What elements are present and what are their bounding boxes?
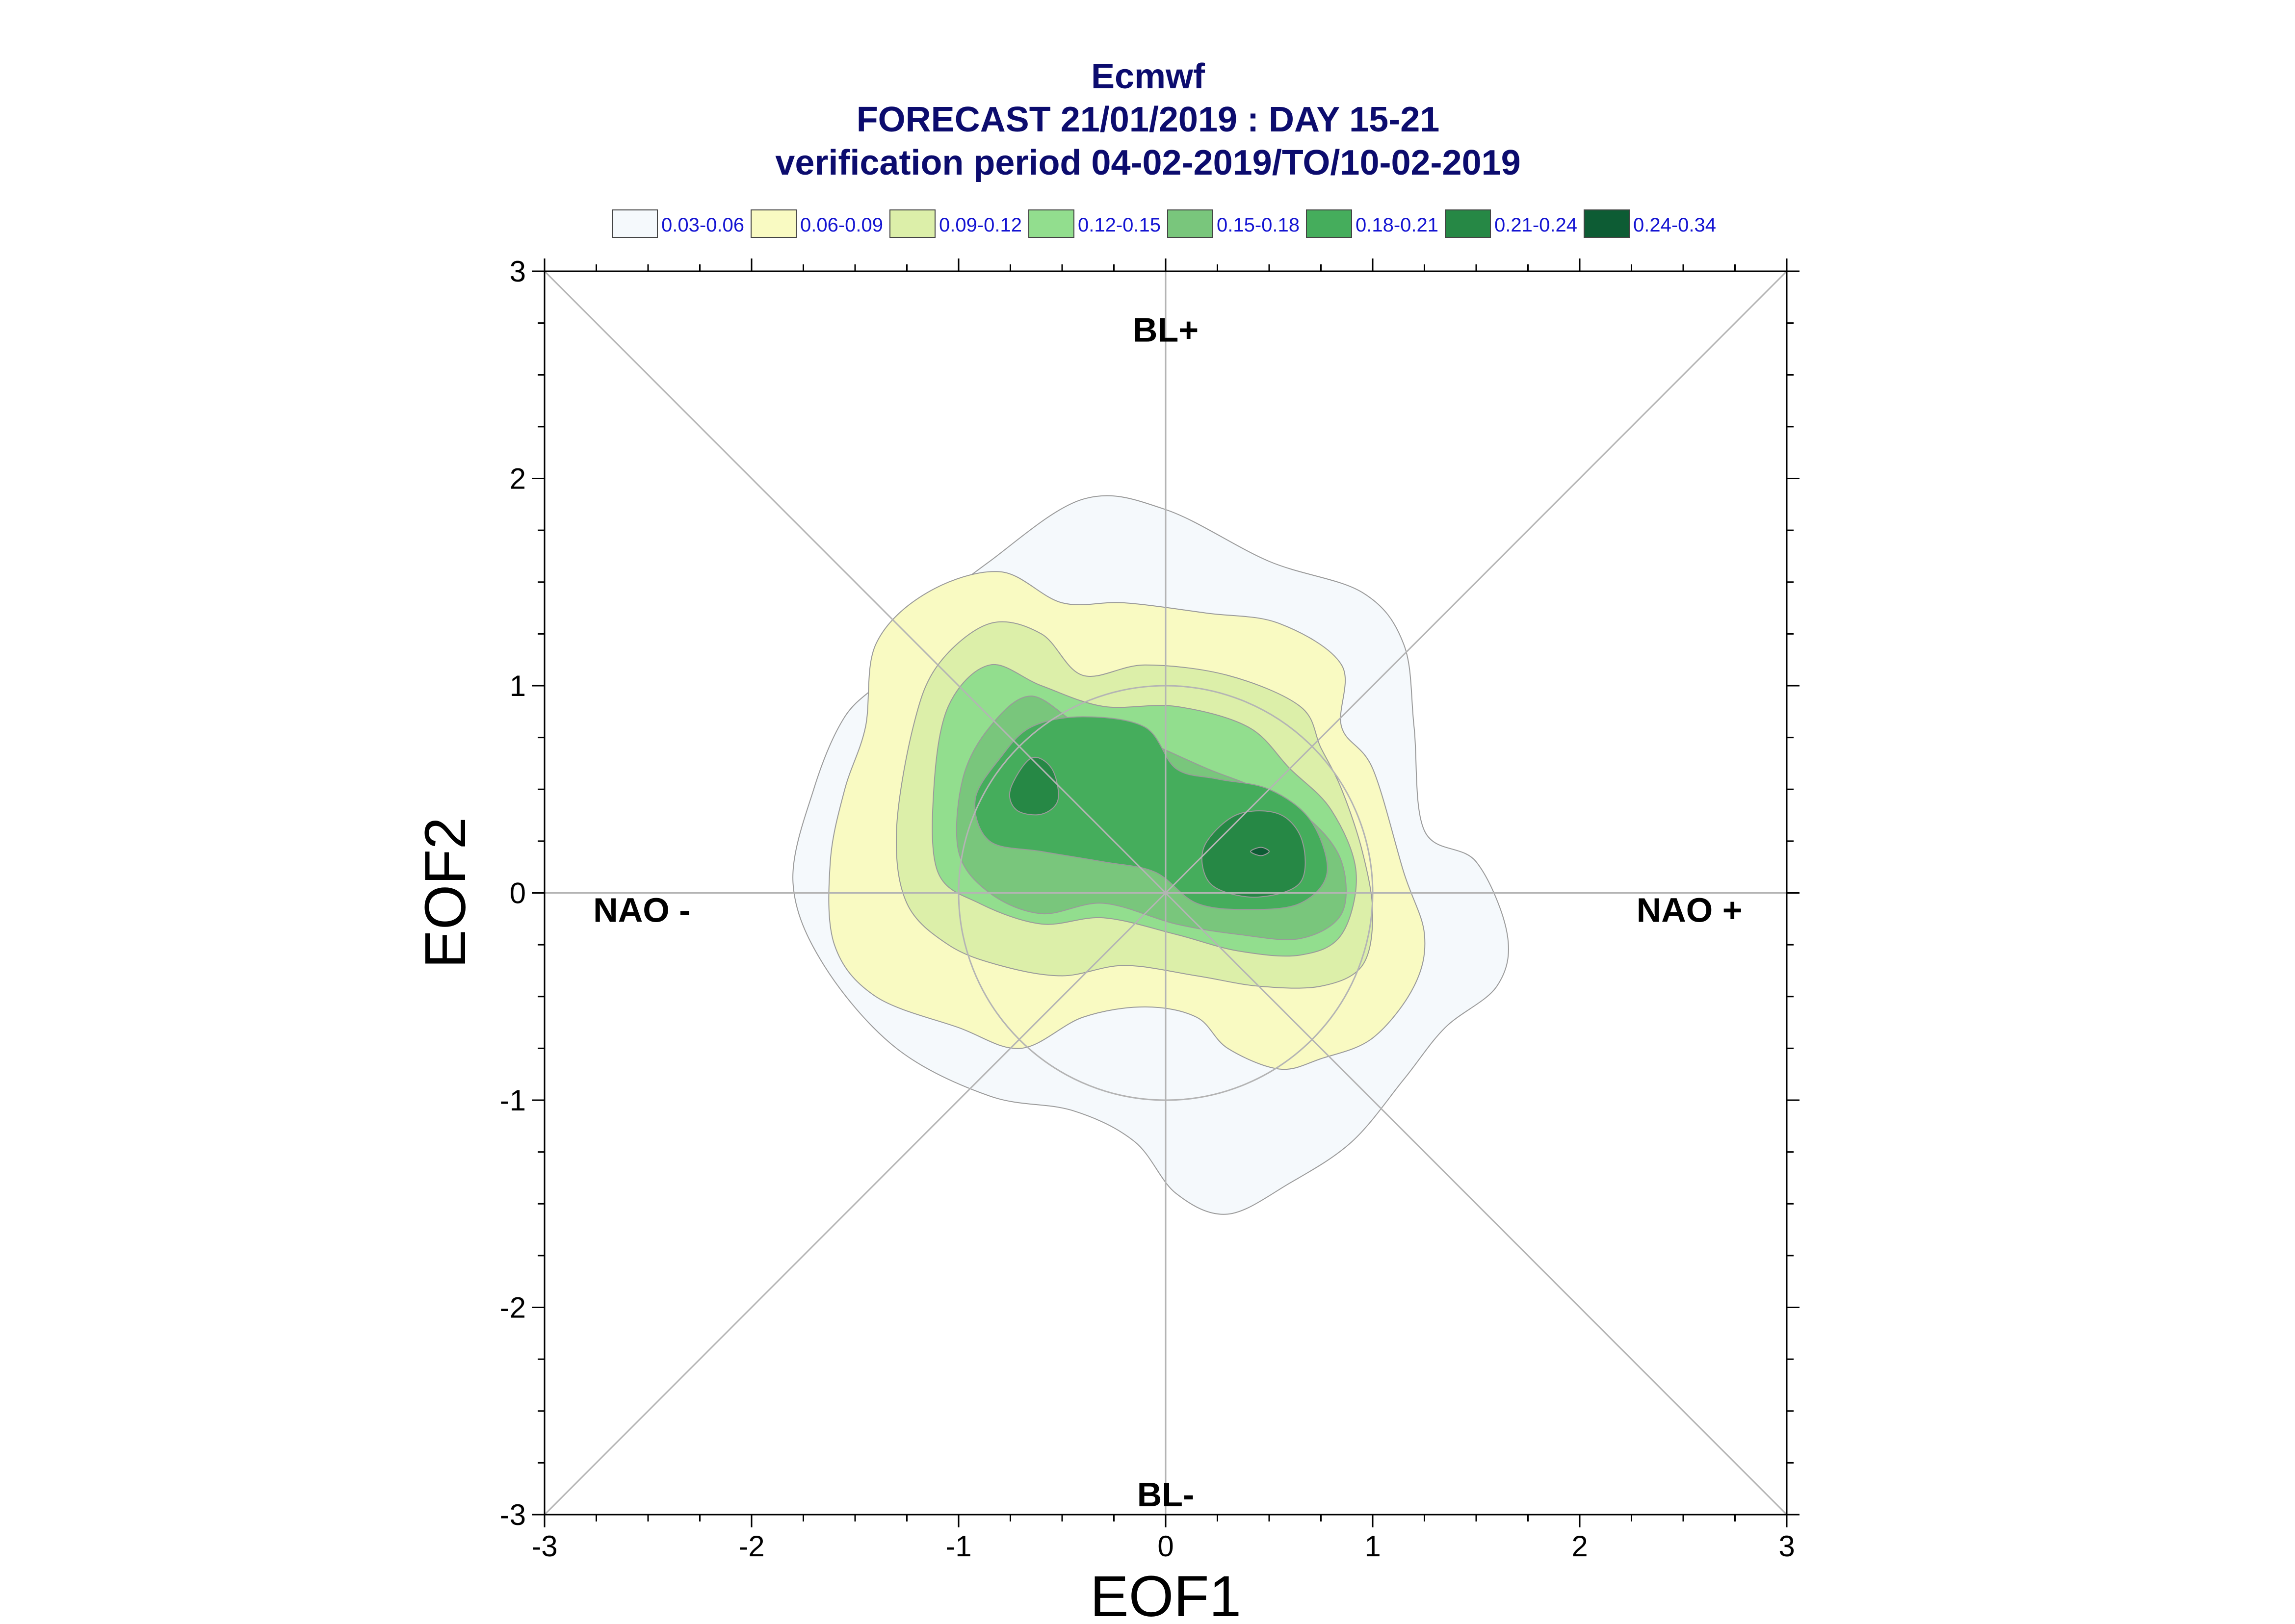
legend: 0.03-0.06 0.06-0.09 0.09-0.12 0.12-0.15 0.15…	[612, 209, 1716, 238]
legend-item: 0.15-0.18	[1167, 209, 1300, 238]
x-tick-label: 3	[1778, 1530, 1795, 1563]
region-label: BL-	[1137, 1475, 1195, 1514]
legend-label: 0.12-0.15	[1078, 214, 1161, 236]
legend-swatch	[1028, 209, 1074, 238]
region-label: NAO +	[1637, 891, 1743, 929]
legend-item: 0.12-0.15	[1028, 209, 1161, 238]
density-contour	[1250, 847, 1270, 856]
legend-item: 0.03-0.06	[612, 209, 744, 238]
y-tick-label: 0	[510, 877, 526, 910]
legend-label: 0.09-0.12	[939, 214, 1022, 236]
y-tick-label: 1	[510, 670, 526, 702]
y-axis-title: EOF2	[413, 817, 478, 968]
title-line-2: FORECAST 21/01/2019 : DAY 15-21	[857, 100, 1440, 139]
legend-item: 0.06-0.09	[751, 209, 883, 238]
guide-lines	[545, 271, 1787, 1515]
axis-ticks	[532, 258, 1799, 1527]
title-line-3: verification period 04-02-2019/TO/10-02-…	[775, 143, 1520, 182]
reference-circle	[958, 685, 1374, 1101]
x-tick-label: -3	[531, 1530, 557, 1563]
legend-label: 0.03-0.06	[661, 214, 744, 236]
legend-item: 0.18-0.21	[1306, 209, 1438, 238]
legend-label: 0.18-0.21	[1356, 214, 1438, 236]
legend-swatch	[1167, 209, 1213, 238]
title-line-1: Ecmwf	[1091, 57, 1205, 96]
legend-swatch	[612, 209, 658, 238]
legend-label: 0.15-0.18	[1217, 214, 1300, 236]
legend-swatch	[1306, 209, 1352, 238]
x-tick-label: 1	[1364, 1530, 1381, 1563]
x-tick-label: 0	[1157, 1530, 1174, 1563]
chart-title: Ecmwf FORECAST 21/01/2019 : DAY 15-21 ve…	[775, 57, 1520, 182]
region-label: NAO -	[593, 891, 690, 929]
region-labels: BL+ BL- NAO - NAO +	[593, 310, 1742, 1513]
region-label: BL+	[1133, 310, 1199, 349]
x-tick-label: -2	[738, 1530, 764, 1563]
y-tick-label: 3	[510, 255, 526, 288]
density-contours	[792, 495, 1509, 1215]
legend-item: 0.21-0.24	[1445, 209, 1577, 238]
y-tick-label: -3	[500, 1498, 526, 1531]
y-tick-label: -2	[500, 1291, 526, 1324]
y-tick-label: -1	[500, 1084, 526, 1117]
y-tick-labels: -3 -2 -1 0 1 2 3	[500, 255, 526, 1531]
legend-label: 0.06-0.09	[800, 214, 883, 236]
legend-swatch	[889, 209, 936, 238]
legend-swatch	[1445, 209, 1491, 238]
legend-item: 0.24-0.34	[1584, 209, 1716, 238]
legend-swatch	[1584, 209, 1630, 238]
legend-swatch	[751, 209, 797, 238]
legend-label: 0.24-0.34	[1633, 214, 1716, 236]
legend-item: 0.09-0.12	[889, 209, 1022, 238]
x-tick-labels: -3 -2 -1 0 1 2 3	[531, 1530, 1795, 1563]
legend-label: 0.21-0.24	[1494, 214, 1577, 236]
y-tick-label: 2	[510, 463, 526, 495]
x-tick-label: -1	[945, 1530, 971, 1563]
x-tick-label: 2	[1571, 1530, 1588, 1563]
x-axis-title: EOF1	[1090, 1564, 1241, 1624]
plot-area: BL+ BL- NAO - NAO +	[532, 258, 1799, 1527]
